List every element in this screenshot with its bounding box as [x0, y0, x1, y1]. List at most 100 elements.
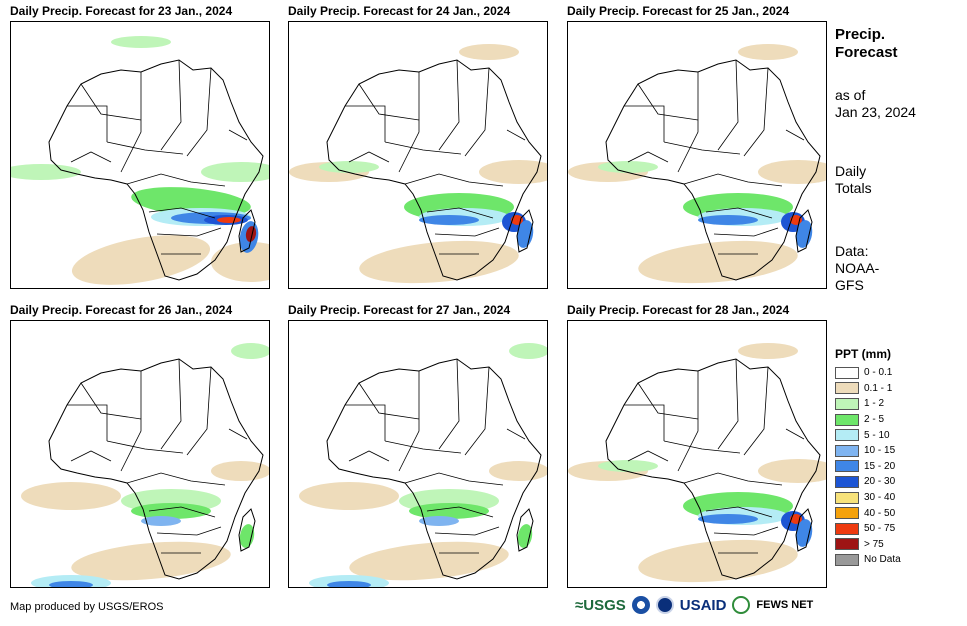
- country-border: [426, 207, 494, 219]
- country-border: [663, 141, 741, 155]
- country-border: [713, 227, 779, 237]
- precip-map: [567, 21, 827, 289]
- as-of-line: Jan 23, 2024: [835, 104, 916, 120]
- legend-item: 5 - 10: [835, 427, 901, 443]
- country-border: [398, 72, 420, 173]
- country-border: [120, 371, 142, 472]
- country-border: [506, 428, 526, 440]
- country-border: [743, 366, 769, 456]
- legend-label: 10 - 15: [864, 445, 896, 457]
- totals-note: Daily Totals: [835, 163, 872, 197]
- precip-map: [10, 21, 270, 289]
- africa-map-svg: [299, 343, 547, 587]
- legend-swatch: [835, 491, 859, 504]
- panel-title: Daily Precip. Forecast for 24 Jan., 2024: [288, 4, 511, 18]
- data-line: NOAA-: [835, 260, 880, 276]
- country-border: [148, 207, 216, 219]
- noaa-logo-icon: [631, 596, 650, 614]
- legend-label: 40 - 50: [864, 507, 896, 519]
- legend-label: 2 - 5: [864, 414, 885, 426]
- legend-swatch: [835, 444, 859, 457]
- precip-map: [567, 320, 827, 588]
- legend-swatch: [835, 429, 859, 442]
- country-border: [464, 366, 490, 456]
- country-border: [705, 207, 773, 219]
- fews-net-logo: FEWS NET: [756, 599, 814, 611]
- country-border: [80, 83, 142, 121]
- country-border: [345, 404, 386, 441]
- precip-area: [11, 164, 81, 180]
- precip-map: [288, 320, 548, 588]
- country-border: [717, 59, 739, 151]
- africa-outline: [605, 358, 821, 580]
- legend-label: No Data: [864, 554, 901, 566]
- data-source: Data: NOAA- GFS: [835, 243, 879, 294]
- country-border: [358, 382, 420, 420]
- country-border: [624, 105, 665, 142]
- precip-area: [758, 160, 826, 184]
- precip-area: [211, 461, 269, 481]
- country-border: [120, 72, 142, 173]
- legend-swatch: [835, 382, 859, 395]
- precip-area: [598, 161, 658, 173]
- forecast-panel: Daily Precip. Forecast for 25 Jan., 2024: [567, 3, 827, 289]
- country-border: [743, 67, 769, 157]
- africa-map-svg: [568, 44, 826, 284]
- forecast-panel: Daily Precip. Forecast for 28 Jan., 2024: [567, 302, 827, 588]
- country-border: [404, 173, 504, 187]
- forecast-panel: Daily Precip. Forecast for 26 Jan., 2024: [10, 302, 270, 588]
- country-border: [637, 83, 699, 121]
- africa-map-svg: [11, 36, 269, 285]
- country-border: [627, 450, 669, 462]
- country-border: [426, 506, 494, 518]
- legend-swatch: [835, 366, 859, 379]
- title-line: Forecast: [835, 44, 898, 61]
- africa-outline: [326, 59, 542, 281]
- legend-title: PPT (mm): [835, 347, 892, 361]
- country-border: [677, 371, 699, 472]
- legend-swatch: [835, 538, 859, 551]
- precip-area: [217, 217, 241, 223]
- legend-label: 1 - 2: [864, 398, 885, 410]
- precip-area: [327, 581, 371, 587]
- country-border: [148, 506, 216, 518]
- madagascar-outline: [795, 508, 813, 552]
- country-border: [785, 129, 805, 141]
- precip-map: [10, 320, 270, 588]
- country-border: [348, 151, 390, 163]
- africa-outline: [48, 59, 264, 281]
- legend-swatch: [835, 413, 859, 426]
- country-border: [624, 404, 665, 441]
- country-border: [186, 67, 212, 157]
- precip-area: [698, 215, 758, 225]
- legend-item: 15 - 20: [835, 459, 901, 475]
- precip-area: [71, 541, 231, 581]
- legend-swatch: [835, 507, 859, 520]
- country-border: [67, 404, 108, 441]
- country-border: [713, 526, 779, 536]
- logo-strip: ≈USGS USAID FEWS NET: [575, 596, 813, 614]
- legend: 0 - 0.1 0.1 - 1 1 - 2 2 - 5 5 - 10 10 - 15 15 …: [835, 365, 901, 568]
- legend-label: 30 - 40: [864, 492, 896, 504]
- totals-line: Totals: [835, 180, 872, 196]
- legend-item: 50 - 75: [835, 521, 901, 537]
- data-line: GFS: [835, 277, 864, 293]
- country-border: [156, 227, 222, 237]
- legend-label: 0 - 0.1: [864, 367, 893, 379]
- country-border: [434, 526, 500, 536]
- data-line: Data:: [835, 243, 869, 259]
- precip-area: [141, 516, 181, 526]
- country-border: [186, 366, 212, 456]
- country-border: [785, 428, 805, 440]
- madagascar-outline: [238, 209, 256, 253]
- country-border: [160, 59, 182, 151]
- legend-item: No Data: [835, 552, 901, 568]
- precip-area: [698, 514, 758, 524]
- legend-label: 20 - 30: [864, 476, 896, 488]
- precip-area: [738, 44, 798, 60]
- precip-area: [231, 343, 269, 359]
- precip-area: [201, 162, 269, 182]
- legend-label: 0.1 - 1: [864, 382, 893, 394]
- legend-item: 30 - 40: [835, 490, 901, 506]
- country-border: [438, 59, 460, 151]
